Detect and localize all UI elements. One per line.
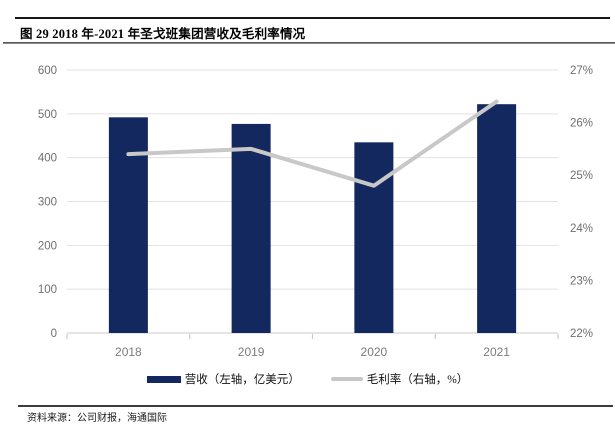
y-axis-left-label: 400 <box>38 153 57 165</box>
title-divider <box>3 42 615 44</box>
x-axis-label-2018: 2018 <box>115 345 142 359</box>
y-axis-right-label: 24% <box>570 223 593 235</box>
y-axis-left-label: 500 <box>38 109 57 121</box>
figure-title: 图 29 2018 年-2021 年圣戈班集团营收及毛利率情况 <box>20 27 306 41</box>
y-axis-right-label: 23% <box>570 275 593 287</box>
y-axis-left-label: 0 <box>51 328 57 340</box>
margin-line <box>126 99 499 188</box>
margin-line-swatch <box>330 377 363 381</box>
y-axis-right-label: 26% <box>570 118 593 130</box>
revenue-bar-2020 <box>354 142 394 333</box>
chart-legend: 营收（左轴，亿美元） 毛利率（右轴，%） <box>0 369 615 389</box>
y-axis-left-label: 100 <box>38 284 57 296</box>
y-axis-left-label: 300 <box>38 197 57 209</box>
legend-label-revenue: 营收（左轴，亿美元） <box>184 374 300 386</box>
revenue-bar-swatch <box>146 375 181 383</box>
y-axis-right-label: 22% <box>570 328 593 340</box>
x-axis-label-2020: 2020 <box>361 345 388 359</box>
source-note: 资料来源：公司财报，海通国际 <box>27 413 167 424</box>
footer-divider <box>18 405 613 407</box>
legend-item-revenue: 营收（左轴，亿美元） <box>146 371 300 387</box>
y-axis-left-label: 600 <box>38 65 57 77</box>
revenue-bar-2021 <box>477 104 517 333</box>
y-axis-right-label: 25% <box>570 170 593 182</box>
y-axis-right-label: 27% <box>570 65 593 77</box>
top-divider <box>15 17 610 19</box>
revenue-bar-2018 <box>108 117 148 333</box>
legend-label-margin: 毛利率（右轴，%） <box>366 374 469 386</box>
x-axis-label-2019: 2019 <box>238 345 265 359</box>
y-axis-left-label: 200 <box>38 240 57 252</box>
revenue-bar-2019 <box>231 123 271 333</box>
legend-item-margin: 毛利率（右轴，%） <box>330 371 469 387</box>
x-axis-label-2021: 2021 <box>483 345 510 359</box>
